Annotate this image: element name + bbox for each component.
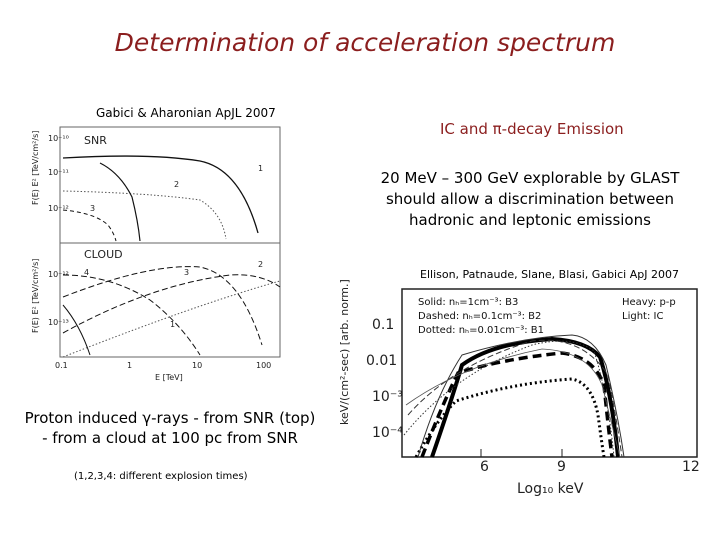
snr-curve-steep [99, 162, 141, 242]
left-bottom-y-label: F(E) E² [TeV/cm²/s] [31, 259, 40, 333]
bottom-curve-label: 1 [170, 320, 175, 329]
explosion-times-note: (1,2,3,4: different explosion times) [74, 471, 248, 482]
legend-light: Light: IC [622, 311, 663, 322]
right-x-label: Log₁₀ keV [517, 481, 584, 497]
right-x-tick: 12 [682, 459, 700, 475]
slide-title: Determination of acceleration spectrum [114, 28, 616, 57]
top-panel: SNR 10⁻¹⁰ 10⁻¹¹ 10⁻¹² 1 2 3 [48, 134, 263, 242]
left-x-tick: 100 [256, 361, 271, 370]
snr-label: SNR [84, 134, 107, 147]
bottom-curve-label: 3 [184, 268, 189, 277]
pp-solid-curve [430, 336, 620, 458]
cloud-curve-steep [62, 304, 91, 356]
right-y-tick: 0.1 [372, 317, 394, 333]
cloud-curve-4 [62, 274, 201, 356]
cloud-curve-2 [62, 274, 281, 334]
ic-dashed-curve [407, 339, 623, 458]
right-y-tick: 10⁻⁴ [372, 425, 403, 441]
bottom-curve-label: 2 [258, 260, 263, 269]
top-y-tick: 10⁻¹¹ [48, 168, 69, 177]
cloud-label: CLOUD [84, 248, 123, 261]
top-y-tick: 10⁻¹⁰ [48, 134, 69, 143]
legend-heavy: Heavy: p-p [622, 297, 676, 308]
left-x-tick: 0.1 [55, 361, 68, 370]
bottom-y-tick: 10⁻¹³ [48, 318, 69, 327]
right-x-tick: 6 [480, 459, 489, 475]
ic-emission-heading: IC and π-decay Emission [440, 120, 624, 138]
glast-text: 20 MeV – 300 GeV explorable by GLAST sho… [380, 169, 680, 229]
right-legend: Solid: nₕ=1cm⁻³: B3 Dashed: nₕ=0.1cm⁻³: … [418, 297, 676, 336]
bottom-panel: CLOUD 10⁻¹² 10⁻¹³ 4 3 2 1 [48, 248, 281, 358]
bottom-y-tick: 10⁻¹² [48, 270, 69, 279]
pp-dashed-curve [420, 351, 614, 458]
left-figure-frame [59, 126, 281, 358]
citation-left: Gabici & Aharonian ApJL 2007 [96, 106, 276, 120]
ic-light-extra-curve [405, 348, 621, 458]
legend-solid: Solid: nₕ=1cm⁻³: B3 [418, 297, 518, 308]
citation-right: Ellison, Patnaude, Slane, Blasi, Gabici … [420, 268, 679, 281]
left-x-tick: 10 [192, 361, 202, 370]
right-y-tick: 10⁻³ [372, 389, 403, 405]
legend-dotted: Dotted: nₕ=0.01cm⁻³: B1 [418, 325, 544, 336]
left-x-label: E [TeV] [155, 373, 183, 382]
snr-curve-1 [62, 155, 259, 234]
right-y-label: keV/(cm²-sec) [arb. norm.] [338, 279, 351, 425]
top-curve-label: 3 [90, 204, 95, 213]
top-curve-label: 2 [174, 180, 179, 189]
right-x-tick: 9 [557, 459, 566, 475]
left-top-y-label: F(E) E² [TeV/cm²/s] [31, 131, 40, 205]
right-figure: keV/(cm²-sec) [arb. norm.] 0.1 0.01 10⁻³… [338, 279, 700, 497]
left-x-tick: 1 [127, 361, 132, 370]
right-y-tick: 0.01 [366, 353, 397, 369]
legend-dashed: Dashed: nₕ=0.1cm⁻³: B2 [418, 311, 541, 322]
bottom-curve-label: 4 [84, 268, 89, 277]
proton-gamma-text: Proton induced γ-rays - from SNR (top) -… [24, 409, 316, 447]
top-curve-label: 1 [258, 164, 263, 173]
left-figure: SNR 10⁻¹⁰ 10⁻¹¹ 10⁻¹² 1 2 3 CLOUD 10⁻¹² … [31, 126, 281, 382]
ic-dotted-curve [403, 340, 615, 458]
pp-dotted-curve [414, 377, 606, 458]
cloud-curve-3 [62, 266, 263, 346]
ic-solid-curve [417, 334, 625, 458]
snr-curve-3 [62, 209, 117, 242]
top-y-tick: 10⁻¹² [48, 204, 69, 213]
